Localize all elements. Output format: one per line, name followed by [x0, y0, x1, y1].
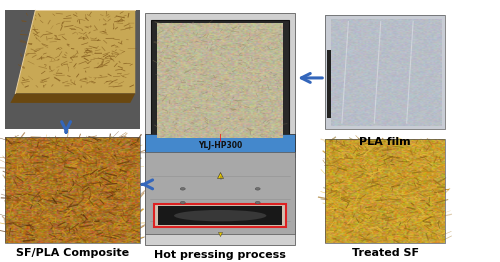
- Bar: [146, 152, 295, 233]
- Bar: [152, 20, 289, 141]
- Bar: [158, 206, 282, 225]
- Bar: [146, 13, 295, 245]
- Bar: [6, 10, 140, 129]
- Bar: [154, 204, 286, 227]
- Circle shape: [180, 188, 185, 190]
- Circle shape: [255, 188, 260, 190]
- Bar: [325, 139, 445, 243]
- Bar: [6, 137, 140, 243]
- Text: SF/PLA Composite: SF/PLA Composite: [16, 248, 130, 258]
- Circle shape: [180, 201, 185, 204]
- Polygon shape: [16, 10, 136, 94]
- Text: PLA film: PLA film: [360, 137, 411, 147]
- Bar: [327, 50, 330, 118]
- Text: Hot pressing process: Hot pressing process: [154, 250, 286, 260]
- Circle shape: [255, 201, 260, 204]
- Bar: [325, 15, 445, 129]
- Bar: [146, 134, 295, 157]
- Text: Treated SF: Treated SF: [352, 248, 418, 258]
- Polygon shape: [10, 94, 136, 103]
- Text: YLJ-HP300: YLJ-HP300: [198, 141, 242, 150]
- Bar: [325, 15, 445, 129]
- Text: !: !: [219, 176, 221, 181]
- Ellipse shape: [174, 210, 266, 221]
